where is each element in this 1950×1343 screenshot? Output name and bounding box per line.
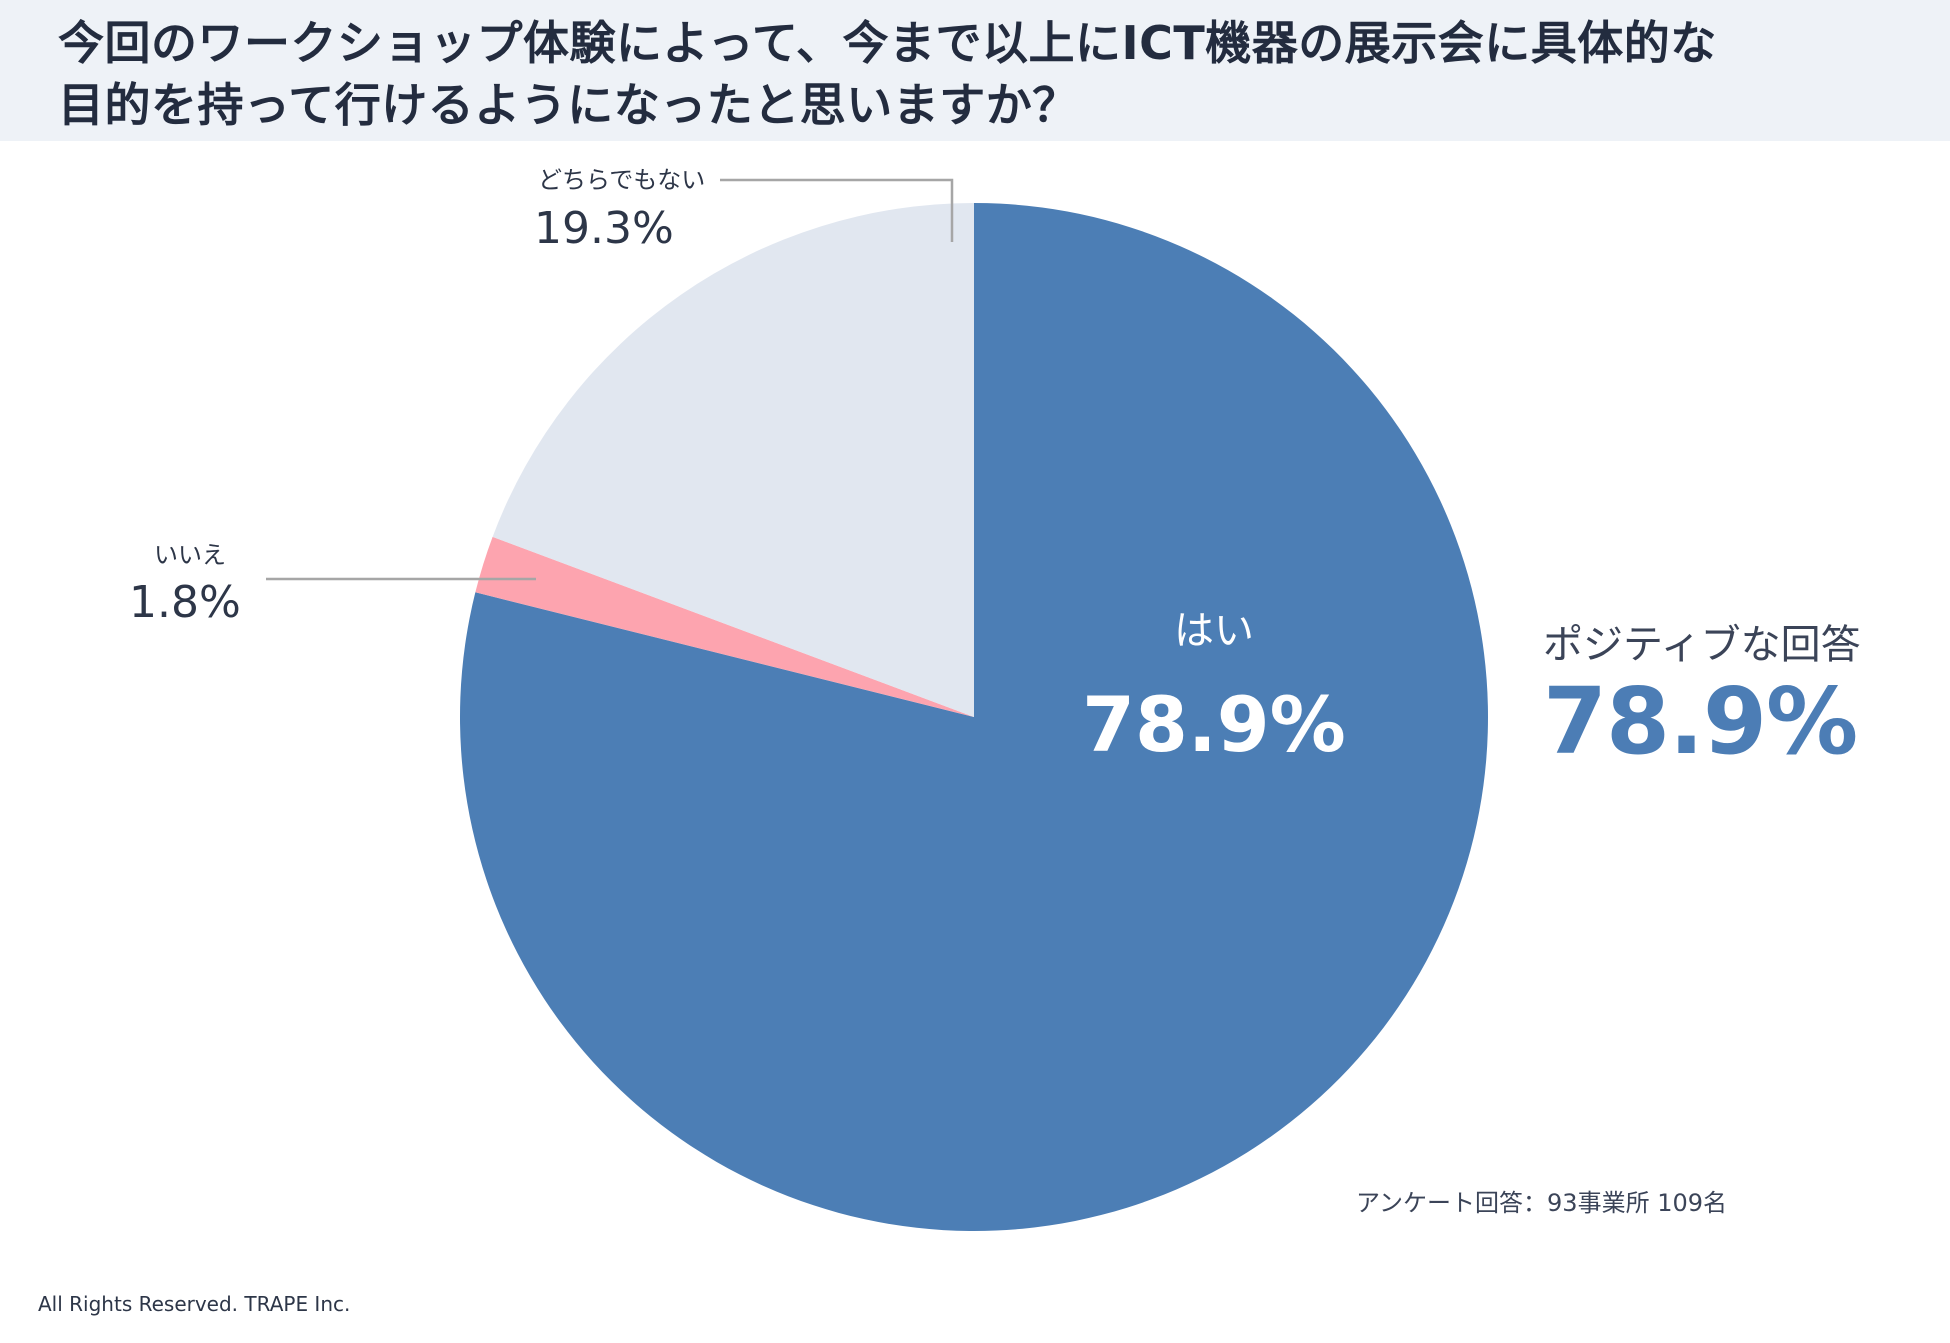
- title-bar: 今回のワークショップ体験によって、今まで以上にICT機器の展示会に具体的な 目的…: [0, 0, 1950, 141]
- slice-label-yes-category: はい: [1174, 608, 1254, 654]
- leader-line-neutral: [720, 178, 954, 242]
- chart-title-line-1: 今回のワークショップ体験によって、今まで以上にICT機器の展示会に具体的な: [58, 16, 1717, 70]
- slice-label-no-value: 1.8%: [129, 577, 241, 628]
- slice-label-neutral-category: どちらでもない: [538, 166, 706, 194]
- positive-callout-label: ポジティブな回答: [1543, 622, 1861, 668]
- slice-label-no-category: いいえ: [154, 541, 226, 569]
- survey-note: アンケート回答：93事業所 109名: [1356, 1189, 1728, 1217]
- slice-label-neutral-value: 19.3%: [534, 203, 674, 254]
- slice-label-yes-value: 78.9%: [1082, 680, 1346, 769]
- pie-slice-neutral: [492, 202, 974, 717]
- chart-title-line-2: 目的を持って行けるようになったと思いますか？: [58, 78, 1079, 132]
- copyright-text: All Rights Reserved. TRAPE Inc.: [38, 1292, 351, 1316]
- positive-callout-value: 78.9%: [1543, 668, 1858, 775]
- chart-title: 今回のワークショップ体験によって、今まで以上にICT機器の展示会に具体的な 目的…: [58, 12, 1918, 136]
- pie-slice-no: [475, 536, 974, 717]
